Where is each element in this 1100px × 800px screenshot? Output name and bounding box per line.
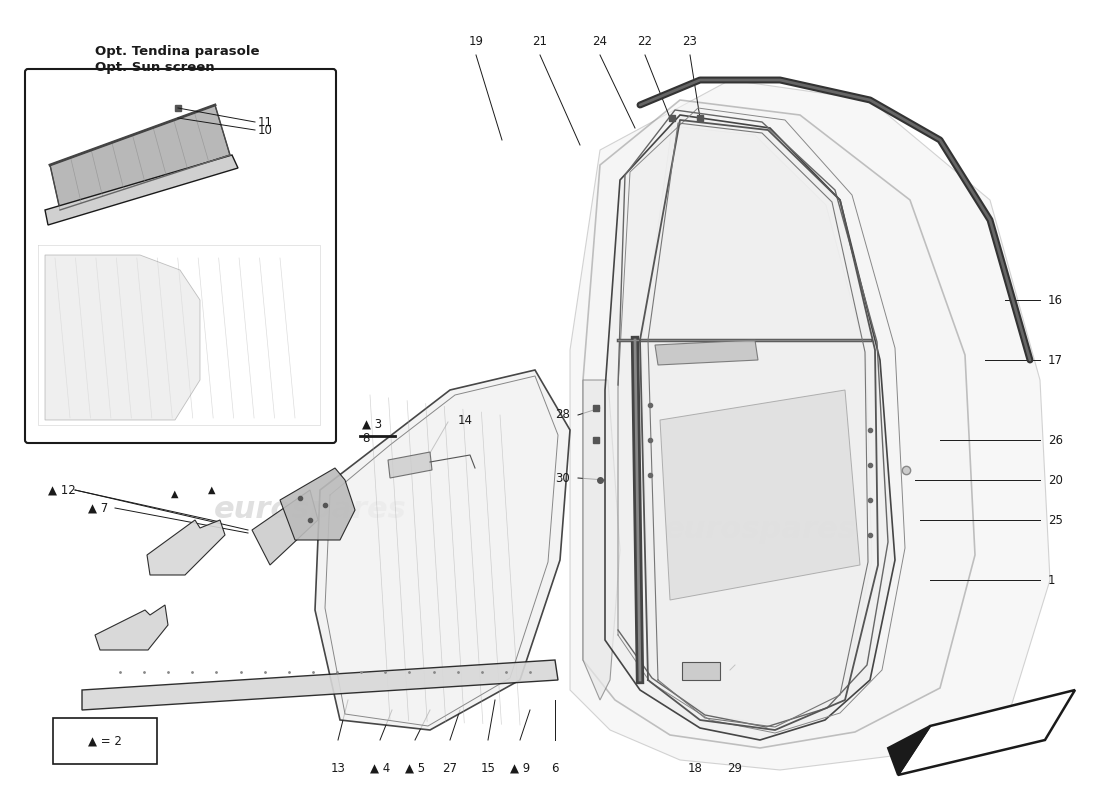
- Text: 16: 16: [1048, 294, 1063, 306]
- Polygon shape: [388, 452, 432, 478]
- Text: 10: 10: [258, 123, 273, 137]
- Text: 26: 26: [1048, 434, 1063, 446]
- Text: ▲ 4: ▲ 4: [370, 762, 390, 775]
- Text: ▲ 12: ▲ 12: [48, 483, 76, 497]
- Polygon shape: [315, 370, 570, 730]
- Polygon shape: [82, 660, 558, 710]
- Text: 27: 27: [442, 762, 458, 775]
- Text: 28: 28: [556, 409, 570, 422]
- Polygon shape: [654, 340, 758, 365]
- Text: 15: 15: [481, 762, 495, 775]
- Text: Opt. Sun screen: Opt. Sun screen: [95, 62, 214, 74]
- Text: ▲ 7: ▲ 7: [88, 502, 108, 514]
- FancyBboxPatch shape: [53, 718, 157, 764]
- FancyBboxPatch shape: [25, 69, 336, 443]
- Text: 6: 6: [551, 762, 559, 775]
- Text: eurospares: eurospares: [213, 495, 406, 525]
- Polygon shape: [888, 726, 930, 775]
- Text: 21: 21: [532, 35, 548, 48]
- Text: ▲: ▲: [208, 485, 216, 495]
- Polygon shape: [605, 115, 895, 740]
- Text: 8: 8: [362, 431, 370, 445]
- Text: 20: 20: [1048, 474, 1063, 486]
- Text: eurospares: eurospares: [663, 515, 857, 545]
- Polygon shape: [642, 126, 872, 725]
- Polygon shape: [660, 390, 860, 600]
- Text: 29: 29: [727, 762, 742, 775]
- Text: 25: 25: [1048, 514, 1063, 526]
- Polygon shape: [50, 105, 230, 210]
- Text: ▲ 5: ▲ 5: [405, 762, 425, 775]
- Text: 24: 24: [593, 35, 607, 48]
- Text: ▲ 3: ▲ 3: [362, 418, 382, 430]
- Text: Opt. Tendina parasole: Opt. Tendina parasole: [95, 46, 260, 58]
- Text: ▲ = 2: ▲ = 2: [88, 734, 122, 747]
- Polygon shape: [280, 468, 355, 540]
- Polygon shape: [147, 520, 226, 575]
- Polygon shape: [583, 100, 975, 748]
- Text: 19: 19: [469, 35, 484, 48]
- Polygon shape: [682, 662, 720, 680]
- Polygon shape: [583, 380, 620, 700]
- Polygon shape: [95, 605, 168, 650]
- Text: 22: 22: [638, 35, 652, 48]
- Polygon shape: [45, 255, 200, 420]
- Text: 11: 11: [258, 115, 273, 129]
- Text: 17: 17: [1048, 354, 1063, 366]
- Text: 1: 1: [1048, 574, 1056, 586]
- Text: ▲: ▲: [172, 489, 178, 499]
- Text: 30: 30: [556, 471, 570, 485]
- Polygon shape: [45, 155, 238, 225]
- Text: 13: 13: [331, 762, 345, 775]
- Text: 23: 23: [683, 35, 697, 48]
- Text: 18: 18: [688, 762, 703, 775]
- Text: ▲ 9: ▲ 9: [510, 762, 530, 775]
- Polygon shape: [570, 80, 1050, 770]
- Polygon shape: [252, 490, 318, 565]
- Polygon shape: [898, 690, 1075, 775]
- Text: 14: 14: [458, 414, 473, 426]
